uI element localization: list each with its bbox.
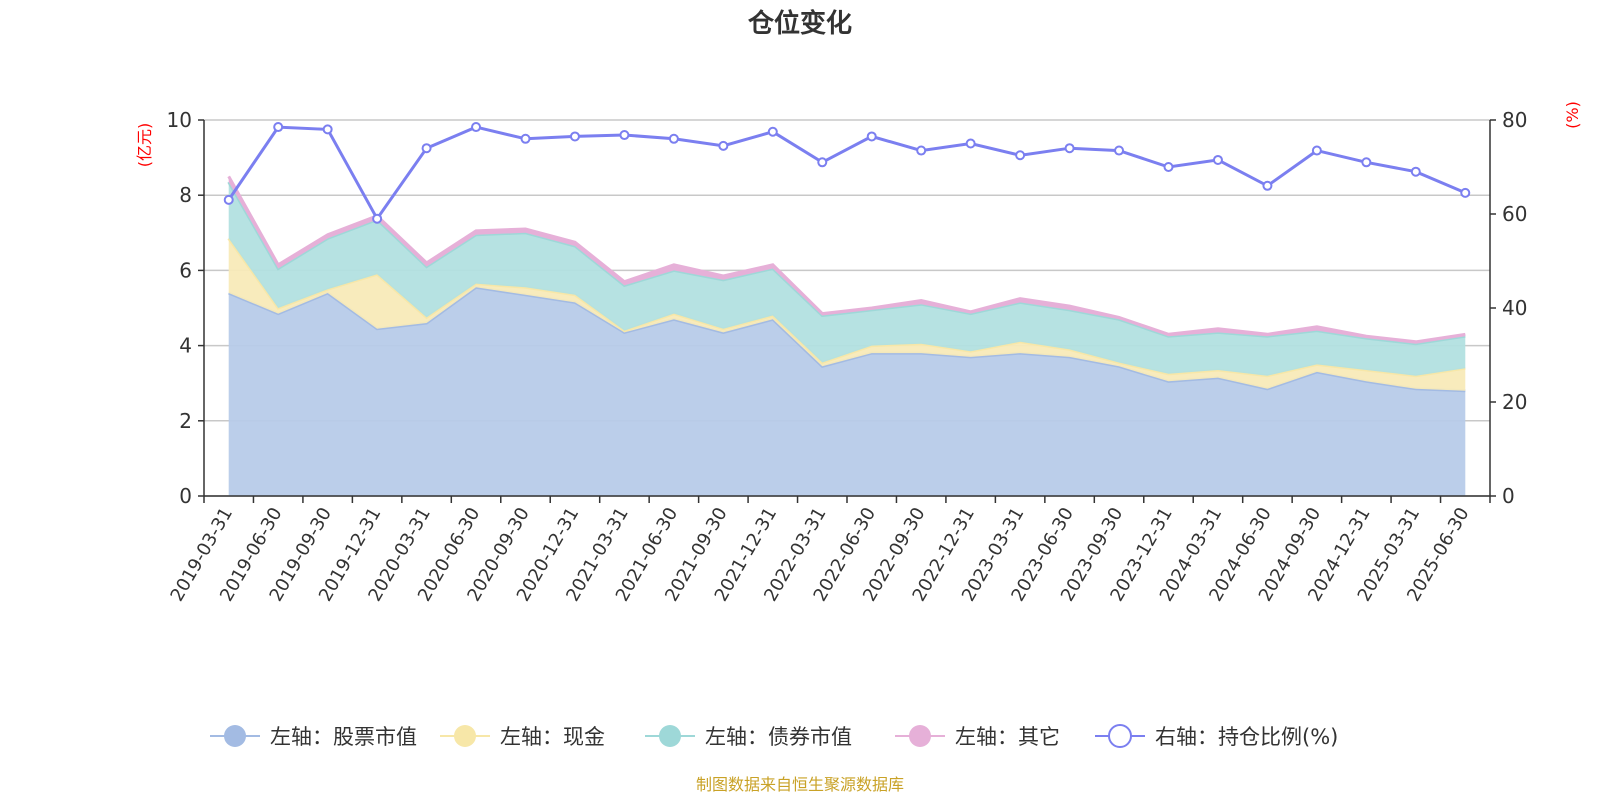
ratio-point xyxy=(1064,143,1075,154)
legend-item: 左轴：其它 xyxy=(895,725,1060,749)
ratio-point xyxy=(273,122,284,133)
legend-marker xyxy=(454,725,476,747)
ratio-point xyxy=(223,194,234,205)
ratio-point xyxy=(1114,145,1125,156)
legend-label: 左轴：其它 xyxy=(955,725,1060,749)
chart-title: 仓位变化 xyxy=(747,8,852,39)
ratio-point xyxy=(965,138,976,149)
ratio-point xyxy=(372,213,383,224)
right-tick-label: 40 xyxy=(1502,296,1527,320)
right-tick-label: 60 xyxy=(1502,202,1527,226)
right-tick-label: 0 xyxy=(1502,484,1515,508)
area-series-3 xyxy=(228,182,1466,376)
ratio-point xyxy=(520,133,531,144)
legend-marker xyxy=(659,725,681,747)
right-axis-unit: (%) xyxy=(1563,101,1582,129)
ratio-point xyxy=(916,145,927,156)
ratio-point xyxy=(1262,180,1273,191)
left-tick-label: 0 xyxy=(179,484,192,508)
legend-item: 左轴：现金 xyxy=(440,725,605,749)
legend-item: 左轴：债券市值 xyxy=(645,725,852,749)
ratio-point xyxy=(471,122,482,133)
ratio-point xyxy=(569,131,580,142)
ratio-point xyxy=(1163,162,1174,172)
ratio-point xyxy=(421,143,432,154)
area-series-4-edge xyxy=(227,175,1466,344)
ratio-point xyxy=(1311,145,1322,156)
left-tick-label: 2 xyxy=(179,409,192,433)
ratio-point xyxy=(1015,150,1026,161)
ratio-point xyxy=(668,133,679,144)
legend-label: 左轴：现金 xyxy=(500,725,605,749)
ratio-point xyxy=(322,124,333,135)
legend-marker xyxy=(909,725,931,747)
ratio-point xyxy=(1460,187,1471,198)
left-tick-label: 10 xyxy=(167,108,192,132)
legend-label: 右轴：持仓比例(%) xyxy=(1155,725,1338,749)
ratio-point xyxy=(1410,166,1421,177)
right-tick-label: 80 xyxy=(1502,108,1527,132)
ratio-point xyxy=(619,130,630,141)
ratio-point xyxy=(718,140,729,151)
ratio-point xyxy=(767,126,778,137)
right-tick-label: 20 xyxy=(1502,390,1527,414)
legend-item: 左轴：股票市值 xyxy=(210,725,417,749)
stacked-areas xyxy=(227,175,1466,496)
left-axis-unit: (亿元) xyxy=(135,123,154,168)
legend-item: 右轴：持仓比例(%) xyxy=(1095,724,1338,749)
ratio-line-path xyxy=(227,125,1466,222)
data-source-note: 制图数据来自恒生聚源数据库 xyxy=(696,775,904,794)
ratio-line xyxy=(223,122,1471,224)
area-series-2 xyxy=(228,238,1466,391)
legend-marker xyxy=(1108,724,1132,748)
legend-marker xyxy=(224,725,246,747)
left-tick-label: 6 xyxy=(179,258,192,282)
legend-label: 左轴：股票市值 xyxy=(270,725,417,749)
ratio-point xyxy=(817,157,828,168)
area-series-1 xyxy=(228,287,1466,496)
legend: 左轴：股票市值 左轴：现金 左轴：债券市值 左轴：其它 右轴：持仓比例(%) xyxy=(210,724,1338,749)
ratio-point xyxy=(1361,157,1372,168)
ratio-point xyxy=(1212,154,1223,165)
left-tick-label: 8 xyxy=(179,183,192,207)
legend-label: 左轴：债券市值 xyxy=(705,725,852,749)
ratio-point xyxy=(866,131,877,142)
left-tick-label: 4 xyxy=(179,334,192,358)
